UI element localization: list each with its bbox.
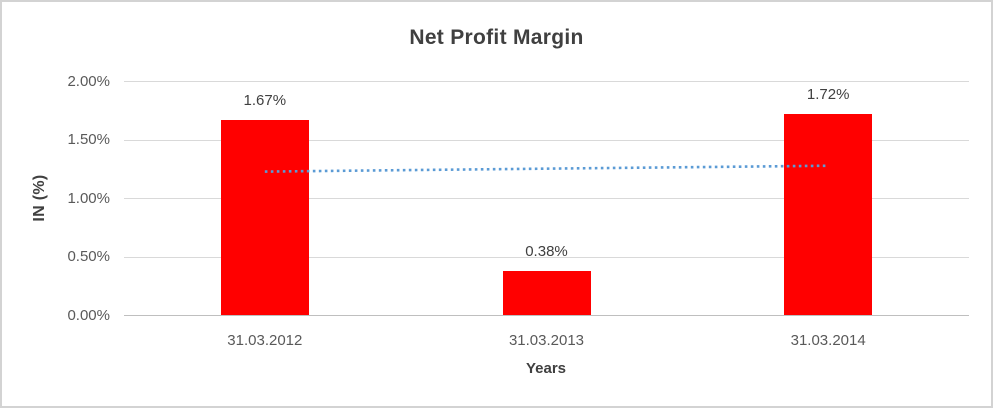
gridline (124, 81, 969, 82)
bar-data-label: 0.38% (525, 243, 568, 261)
bar-data-label: 1.72% (806, 86, 850, 104)
x-tick-label: 31.03.2012 (227, 332, 303, 349)
y-tick-label: 2.00% (67, 72, 110, 90)
bar-31.03.2012 (220, 120, 309, 316)
gridline (124, 139, 969, 141)
x-tick-label: 31.03.2013 (508, 332, 585, 349)
y-tick-label: 0.50% (67, 248, 110, 265)
x-tick-label: 31.03.2014 (790, 332, 866, 349)
x-axis-title: Years (525, 360, 567, 377)
bar-31.03.2013 (502, 271, 591, 316)
y-tick-label: 0.00% (67, 306, 110, 324)
y-tick-label: 1.00% (67, 189, 110, 207)
gridline (124, 198, 969, 199)
bar-data-label: 1.67% (243, 92, 287, 110)
x-axis-line (124, 315, 969, 316)
bar-31.03.2014 (784, 114, 873, 316)
chart-title: Net Profit Margin (409, 26, 584, 49)
gridline (124, 256, 969, 258)
y-tick-label: 1.50% (67, 131, 110, 148)
